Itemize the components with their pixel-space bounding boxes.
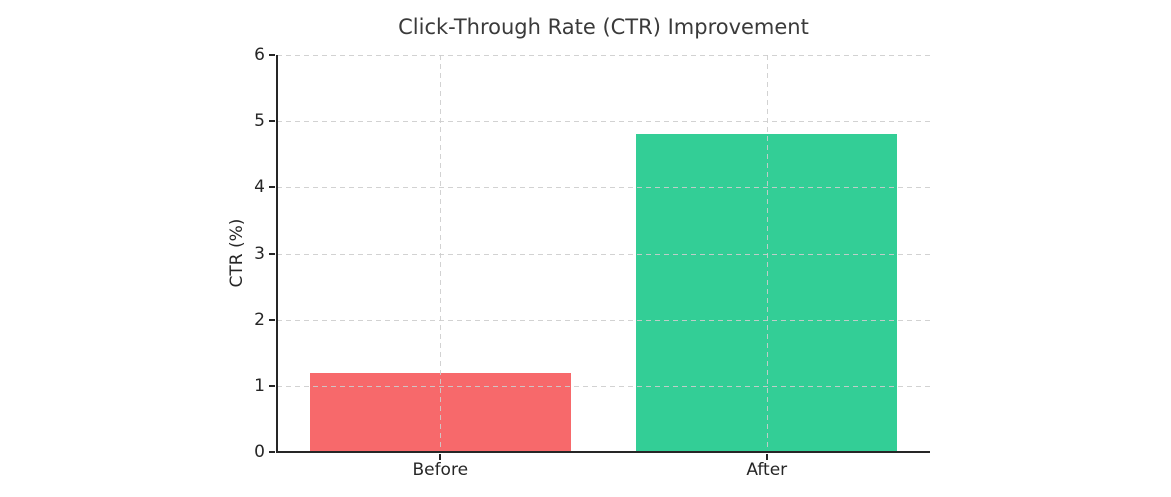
y-tick-mark-2 <box>269 318 275 321</box>
chart-title: Click-Through Rate (CTR) Improvement <box>398 15 809 39</box>
y-axis-spine <box>276 55 278 452</box>
y-tick-mark-6 <box>269 54 275 56</box>
y-tick-label-3: 3 <box>254 243 265 264</box>
y-tick-mark-4 <box>269 186 275 189</box>
gridline-v-before <box>440 55 442 452</box>
x-tick-label-before: Before <box>412 460 469 480</box>
y-tick-label-1: 1 <box>254 375 265 396</box>
x-tick-mark-before <box>439 454 442 460</box>
gridline-h-2 <box>277 319 930 321</box>
y-tick-mark-0 <box>269 451 275 453</box>
gridline-h-5 <box>277 121 930 123</box>
x-tick-mark-after <box>765 454 768 460</box>
y-tick-label-2: 2 <box>254 309 265 330</box>
gridline-h-1 <box>277 385 930 387</box>
y-tick-label-5: 5 <box>254 111 265 132</box>
y-tick-mark-1 <box>269 384 275 387</box>
gridline-h-4 <box>277 187 930 189</box>
y-tick-label-4: 4 <box>254 177 265 198</box>
y-tick-mark-5 <box>269 120 275 123</box>
gridline-h-3 <box>277 253 930 255</box>
gridline-h-6 <box>277 55 930 56</box>
gridline-v-after <box>766 55 768 452</box>
x-axis-spine <box>276 451 930 453</box>
y-tick-mark-3 <box>269 252 275 255</box>
x-tick-label-after: After <box>746 460 788 480</box>
plot-area: 0 1 2 3 4 5 6 Before After <box>254 45 930 480</box>
y-tick-label-6: 6 <box>254 45 265 65</box>
y-tick-label-0: 0 <box>254 442 265 462</box>
